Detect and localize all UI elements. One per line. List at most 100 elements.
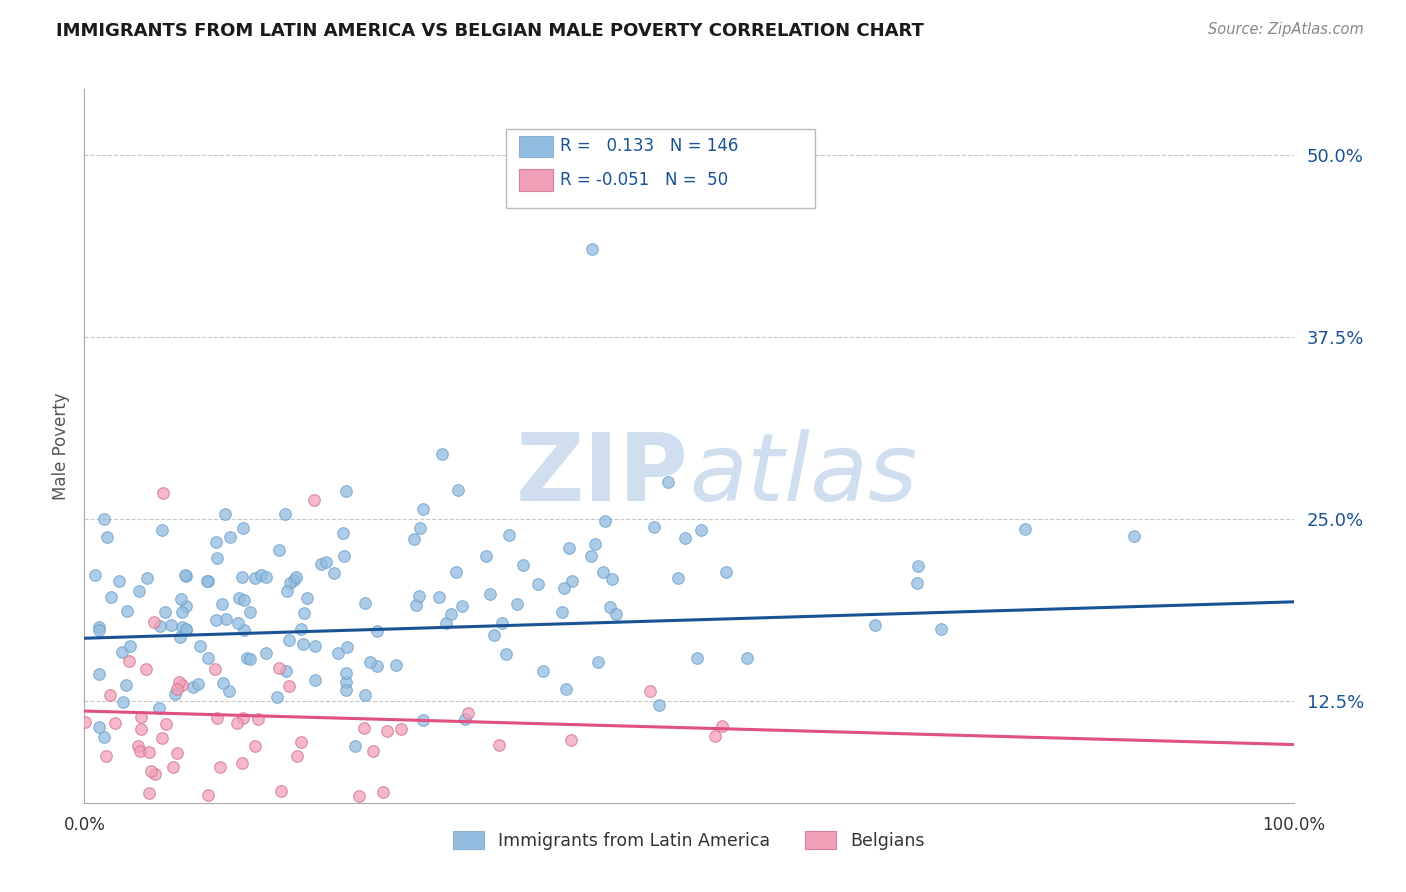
Point [558, 541, 581, 555]
Point [131, 710, 153, 724]
Point [170, 678, 193, 692]
Point [232, 711, 254, 725]
Point [83, 567, 105, 582]
Point [412, 713, 434, 727]
Point [592, 565, 614, 579]
Point [231, 756, 253, 770]
Point [315, 555, 337, 569]
Point [75, 715, 97, 730]
Point [643, 519, 665, 533]
Point [114, 678, 136, 692]
Point [163, 687, 186, 701]
Point [150, 523, 173, 537]
Point [385, 658, 408, 673]
Point [735, 651, 758, 665]
Point [278, 680, 301, 694]
Point [141, 764, 163, 779]
Point [218, 530, 240, 544]
Point [553, 581, 575, 595]
Point [118, 654, 141, 668]
Point [354, 688, 377, 702]
Point [166, 681, 188, 696]
Point [267, 661, 290, 675]
Point [295, 591, 318, 606]
Point [135, 662, 157, 676]
Point [457, 706, 479, 721]
Point [174, 569, 197, 583]
Point [531, 664, 554, 678]
Point [209, 760, 232, 774]
Point [111, 645, 134, 659]
Point [482, 628, 505, 642]
Point [285, 749, 308, 764]
Point [905, 575, 928, 590]
Legend: Immigrants from Latin America, Belgians: Immigrants from Latin America, Belgians [444, 822, 934, 858]
Text: R = -0.051   N =  50: R = -0.051 N = 50 [560, 171, 728, 189]
Point [666, 571, 689, 585]
Point [232, 623, 254, 637]
Point [197, 651, 219, 665]
Point [166, 746, 188, 760]
Point [104, 715, 127, 730]
Point [138, 745, 160, 759]
Point [276, 583, 298, 598]
Point [205, 711, 228, 725]
Point [174, 622, 197, 636]
Point [450, 599, 472, 614]
Point [495, 647, 517, 661]
Point [686, 651, 709, 665]
Text: atlas: atlas [689, 429, 917, 520]
Point [408, 589, 430, 603]
Point [335, 674, 357, 689]
Text: IMMIGRANTS FROM LATIN AMERICA VS BELGIAN MALE POVERTY CORRELATION CHART: IMMIGRANTS FROM LATIN AMERICA VS BELGIAN… [56, 22, 924, 40]
Point [170, 605, 193, 619]
Point [292, 606, 315, 620]
Point [600, 572, 623, 586]
Point [226, 715, 249, 730]
Point [232, 520, 254, 534]
Point [187, 677, 209, 691]
Point [373, 785, 395, 799]
Point [128, 583, 150, 598]
Point [174, 599, 197, 614]
Point [354, 596, 377, 610]
Point [326, 646, 349, 660]
Point [89, 720, 111, 734]
Point [498, 528, 520, 542]
Point [673, 532, 696, 546]
Point [290, 622, 312, 636]
Point [550, 606, 572, 620]
Point [366, 624, 388, 639]
Y-axis label: Male Poverty: Male Poverty [52, 392, 70, 500]
Point [143, 615, 166, 629]
Point [690, 524, 713, 538]
Point [278, 633, 301, 648]
Point [444, 565, 467, 579]
Point [430, 447, 453, 461]
Point [332, 549, 354, 563]
Point [599, 599, 621, 614]
Point [349, 789, 371, 803]
Point [929, 622, 952, 636]
Point [153, 606, 176, 620]
Point [100, 590, 122, 604]
Point [586, 655, 609, 669]
Point [409, 521, 432, 535]
Point [170, 620, 193, 634]
Point [304, 639, 326, 653]
Point [239, 652, 262, 666]
Point [375, 723, 398, 738]
Point [174, 623, 197, 637]
Point [143, 767, 166, 781]
Point [188, 639, 211, 653]
Point [366, 658, 388, 673]
Point [111, 696, 134, 710]
Point [170, 591, 193, 606]
Point [323, 566, 346, 580]
Point [335, 683, 357, 698]
Point [98, 688, 121, 702]
Point [332, 526, 354, 541]
Point [291, 637, 314, 651]
Point [245, 571, 267, 585]
Point [214, 508, 236, 522]
